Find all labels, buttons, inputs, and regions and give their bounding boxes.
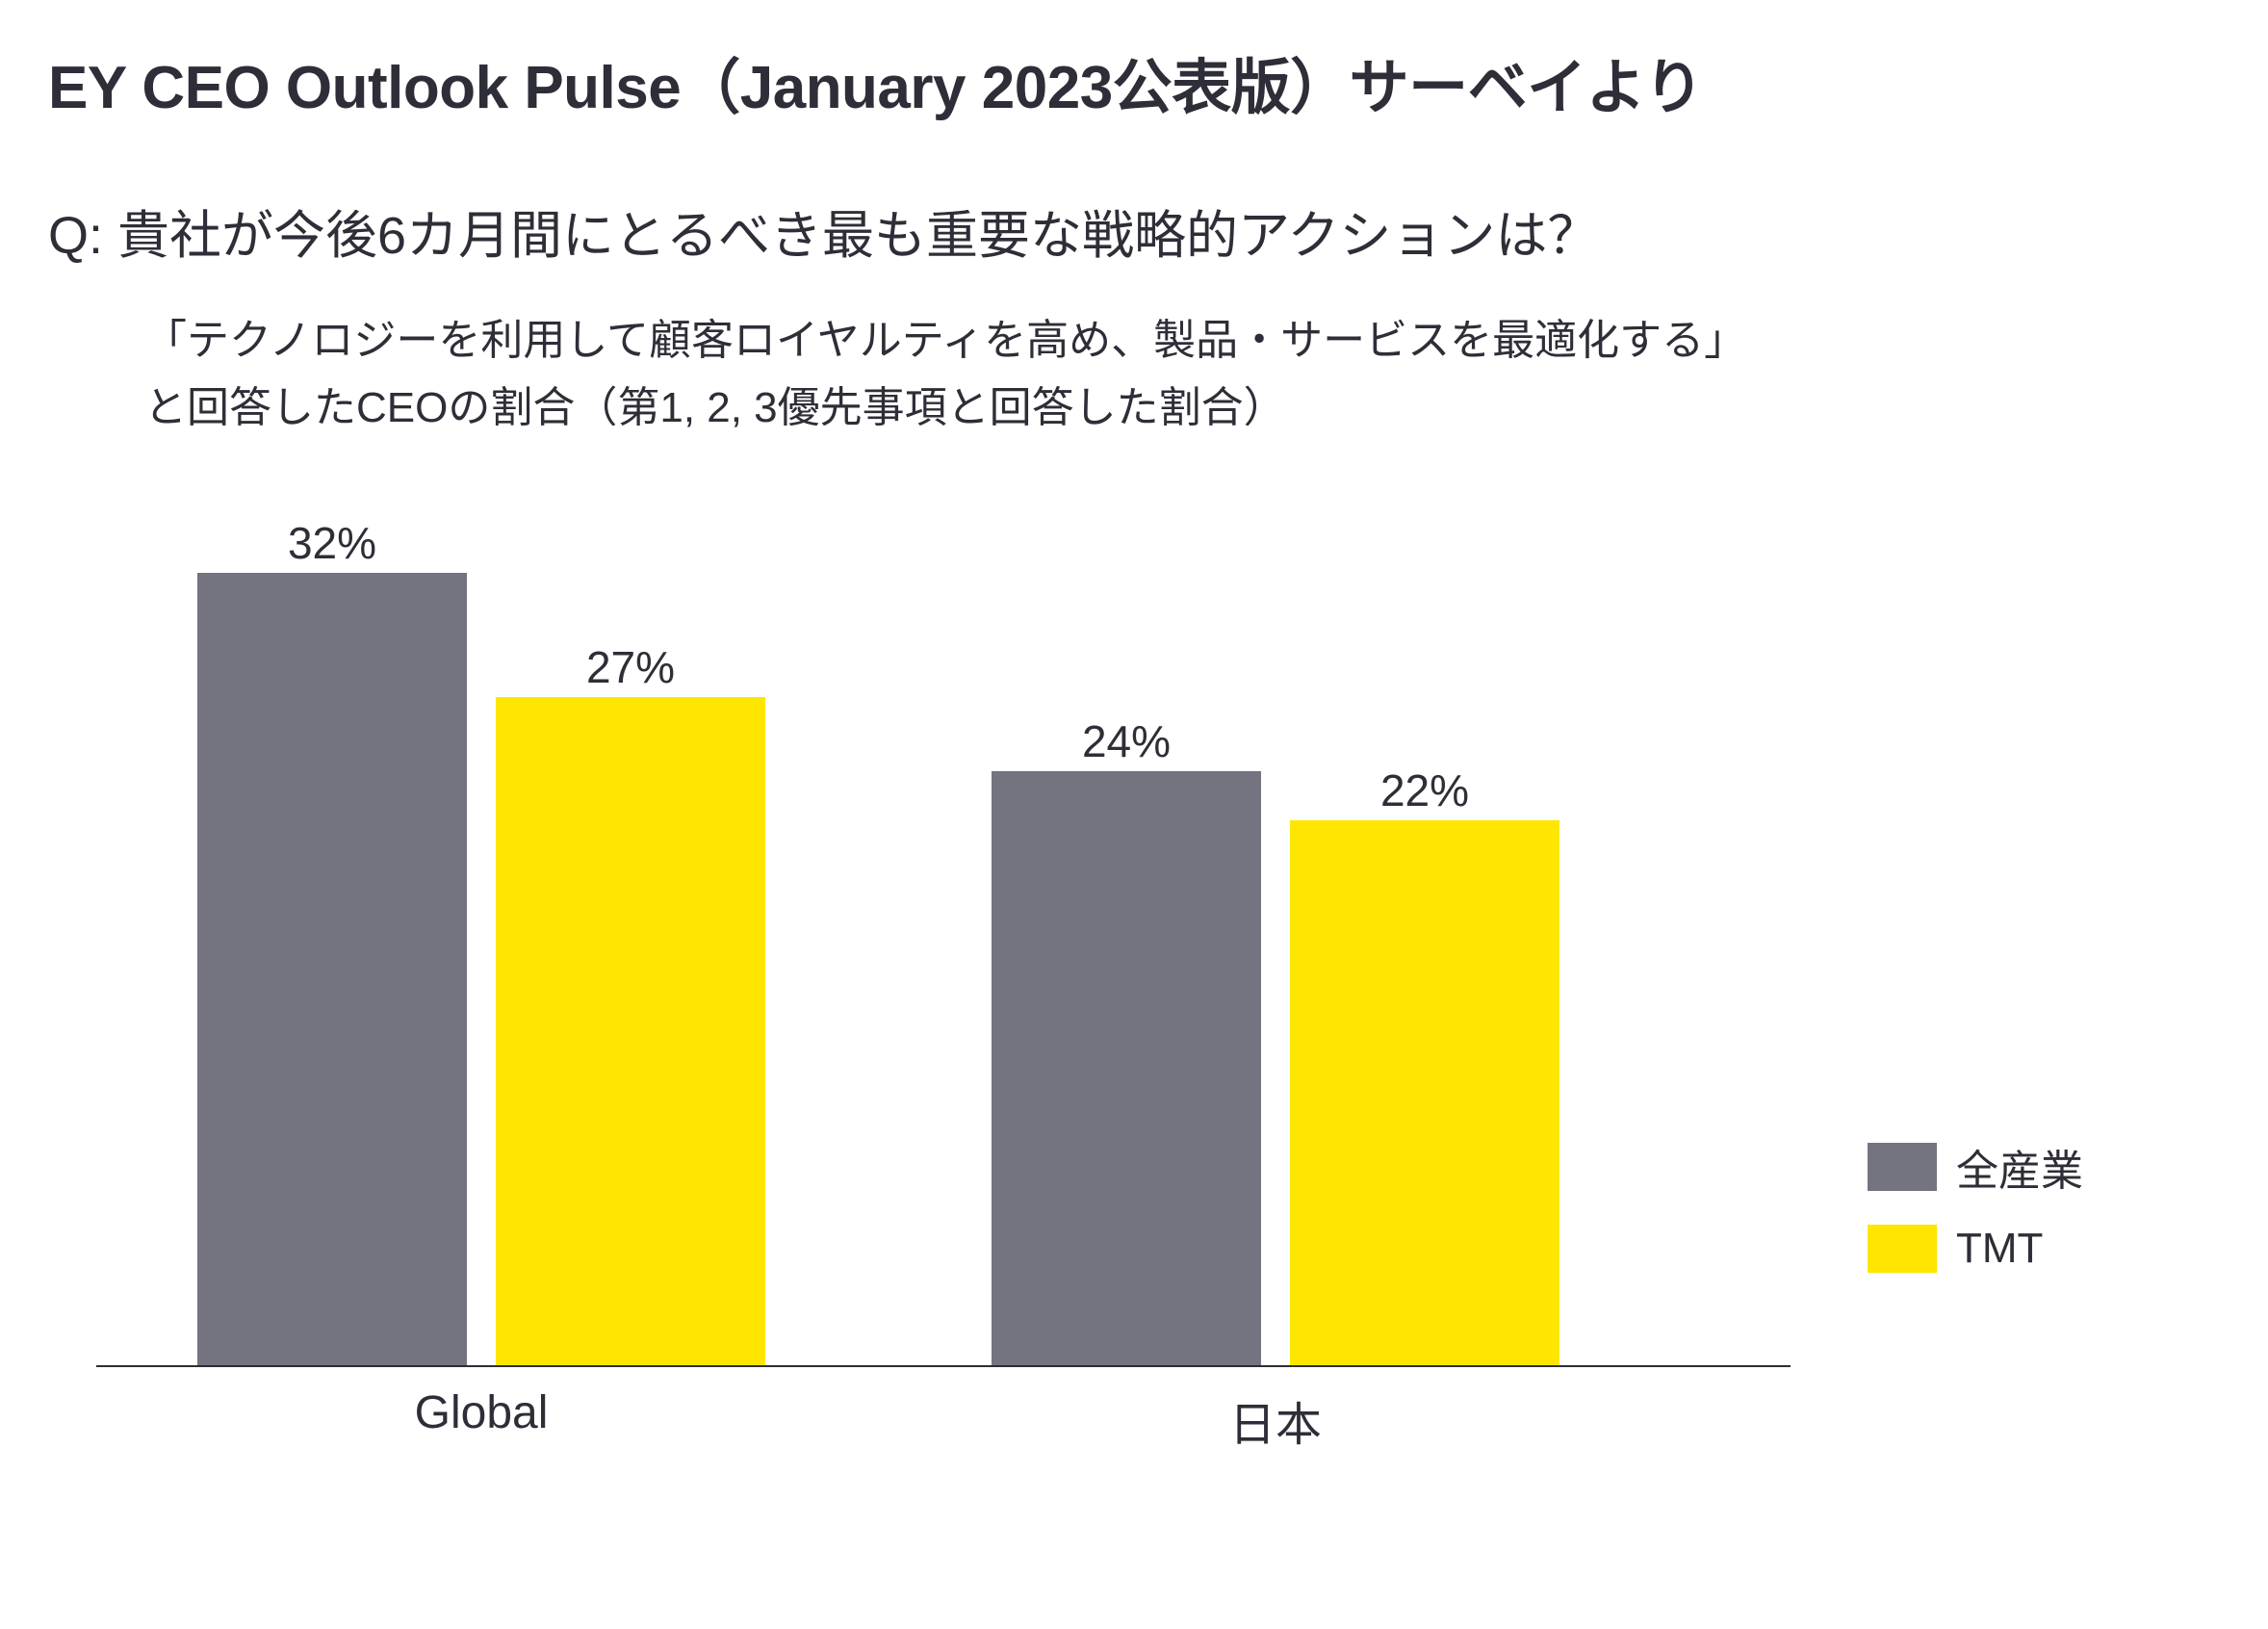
bar: 24%: [992, 771, 1261, 1365]
survey-question: Q: 貴社が今後6カ月間にとるべき最も重要な戦略的アクションは？: [48, 193, 2229, 269]
bar-value-label: 22%: [1380, 764, 1469, 816]
chart-x-axis-labels: Global 日本: [96, 1386, 1791, 1454]
legend-label: 全産業: [1956, 1136, 2083, 1198]
legend-swatch: [1868, 1225, 1937, 1273]
bar: 27%: [496, 697, 765, 1365]
legend-item: TMT: [1868, 1225, 2083, 1273]
legend-item: 全産業: [1868, 1136, 2083, 1198]
bar: 32%: [197, 573, 467, 1365]
bar-value-label: 24%: [1082, 715, 1171, 767]
bar: 22%: [1290, 820, 1559, 1365]
bar-group: 24%22%: [992, 771, 1559, 1365]
x-axis-label: 日本: [1229, 1386, 1322, 1454]
chart-legend: 全産業 TMT: [1868, 1136, 2083, 1273]
survey-subtext: 「テクノロジーを利用して顧客ロイヤルティを高め、製品・サービスを最適化する」と回…: [144, 307, 2229, 443]
x-axis-label: Global: [415, 1386, 549, 1439]
bar-chart: 32%27%24%22% Global日本 全産業TMT: [96, 501, 2118, 1454]
page-title: EY CEO Outlook Pulse（January 2023公表版）サーベ…: [48, 39, 2229, 125]
bar-group: 32%27%: [197, 573, 765, 1365]
chart-plot-area: 32%27%24%22%: [96, 501, 1791, 1367]
bar-value-label: 32%: [288, 517, 376, 569]
legend-swatch: [1868, 1143, 1937, 1191]
bar-value-label: 27%: [586, 641, 675, 693]
legend-label: TMT: [1956, 1225, 2043, 1273]
